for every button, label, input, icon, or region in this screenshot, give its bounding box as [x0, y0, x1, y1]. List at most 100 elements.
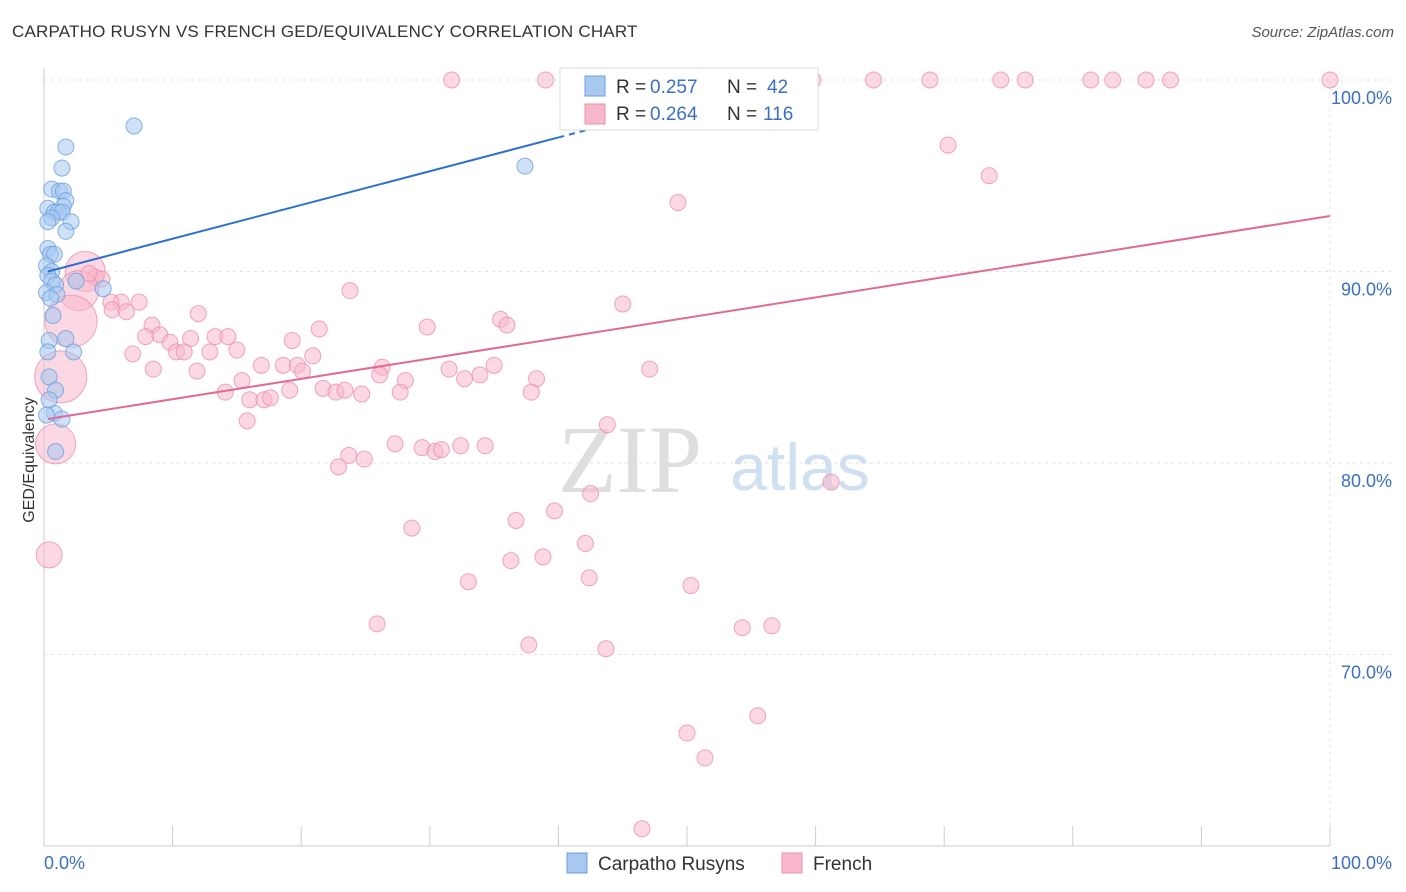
french-point — [507, 511, 525, 529]
legend-swatch-pink — [584, 103, 606, 125]
french-point — [598, 416, 616, 434]
french-point — [336, 381, 354, 399]
french-point — [498, 316, 516, 334]
carpatho-rusyn-point — [39, 343, 57, 361]
french-point — [597, 640, 615, 658]
french-point — [669, 194, 687, 212]
french-point — [293, 362, 311, 380]
grid-lines — [44, 79, 1392, 846]
french-point — [733, 619, 751, 637]
french-point — [241, 391, 259, 409]
french-point — [144, 360, 162, 378]
carpatho-rusyn-point — [53, 159, 71, 177]
carpatho-rusyn-point — [57, 138, 75, 156]
french-point — [124, 345, 142, 363]
french-point — [355, 450, 373, 468]
french-point — [641, 360, 659, 378]
carpatho-rusyn-point — [94, 280, 112, 298]
french-point — [476, 437, 494, 455]
french-point — [678, 724, 696, 742]
french-point — [261, 389, 279, 407]
bottom-legend-swatch-pink — [781, 852, 803, 874]
watermark-atlas: atlas — [730, 430, 869, 504]
french-point — [537, 71, 555, 89]
french-point — [1016, 71, 1034, 89]
legend-pink-r-value: 0.264 — [650, 104, 698, 125]
french-point — [614, 295, 632, 313]
french-point — [386, 435, 404, 453]
french-point — [117, 303, 135, 321]
french-point — [822, 473, 840, 491]
french-point — [440, 360, 458, 378]
x-tick-label-max: 100.0% — [1331, 853, 1392, 873]
french-point — [1082, 71, 1100, 89]
french-point — [633, 820, 651, 838]
carpatho-rusyn-point — [39, 213, 57, 231]
french-point — [456, 370, 474, 388]
french-point — [1104, 71, 1122, 89]
legend-pink-n-value: 116 — [763, 104, 793, 125]
french-point — [576, 534, 594, 552]
french-point — [582, 485, 600, 503]
french-point — [368, 615, 386, 633]
y-tick-label: 70.0% — [1341, 663, 1392, 683]
french-point — [403, 519, 421, 537]
y-axis-label: GED/Equivalency — [21, 397, 38, 522]
y-tick-label: 90.0% — [1341, 280, 1392, 300]
french-point — [281, 381, 299, 399]
french-point — [103, 301, 121, 319]
french-point — [696, 749, 714, 767]
french-point — [1137, 71, 1155, 89]
french-point — [452, 437, 470, 455]
carpatho-rusyn-trend-line — [47, 136, 559, 273]
french-point — [749, 707, 767, 725]
carpatho-rusyn-point — [57, 222, 75, 240]
source-credit: Source: ZipAtlas.com — [1251, 24, 1394, 41]
legend-swatch-blue — [584, 75, 606, 97]
stats-legend: R = 0.257 N = 42 R = 0.264 N = 116 — [559, 67, 819, 131]
y-tick-label: 100.0% — [1331, 88, 1392, 108]
french-point — [520, 636, 538, 654]
chart-title: CARPATHO RUSYN VS FRENCH GED/EQUIVALENCY… — [12, 22, 638, 41]
carpatho-rusyn-point — [44, 307, 62, 325]
carpatho-rusyn-point — [41, 289, 59, 307]
carpatho-rusyn-point — [67, 272, 85, 290]
french-points — [34, 71, 1339, 838]
french-point — [980, 167, 998, 185]
french-point — [534, 548, 552, 566]
french-point — [130, 293, 148, 311]
french-point — [864, 71, 882, 89]
carpatho-rusyn-points — [38, 117, 534, 461]
watermark-zip: ZIP — [558, 406, 702, 513]
series-legend: Carpatho Rusyns French — [566, 852, 872, 875]
french-point — [1321, 71, 1339, 89]
bottom-legend-label-blue: Carpatho Rusyns — [598, 854, 745, 875]
french-point — [238, 412, 256, 430]
y-tick-labels: 70.0% 80.0% 90.0% 100.0% — [1331, 88, 1392, 683]
legend-blue-r-value: 0.257 — [650, 77, 698, 98]
french-point — [219, 328, 237, 346]
french-point — [418, 318, 436, 336]
legend-blue-n-label: N = — [727, 77, 757, 98]
french-point — [921, 71, 939, 89]
french-point — [228, 341, 246, 359]
french-point — [329, 458, 347, 476]
carpatho-rusyn-point — [53, 410, 71, 428]
french-point — [443, 71, 461, 89]
french-point — [459, 573, 477, 591]
watermark: ZIP atlas — [558, 406, 870, 513]
french-point — [201, 343, 219, 361]
french-point — [233, 372, 251, 390]
french-trend-line — [47, 214, 1331, 420]
french-point — [304, 347, 322, 365]
x-tick-label-min: 0.0% — [44, 853, 85, 873]
french-point — [485, 356, 503, 374]
french-point — [391, 383, 409, 401]
french-point — [580, 569, 598, 587]
bottom-legend-swatch-blue — [566, 852, 588, 874]
french-point — [432, 441, 450, 459]
legend-blue-r-label: R = — [616, 77, 646, 98]
french-point — [763, 617, 781, 635]
french-point — [80, 264, 98, 282]
